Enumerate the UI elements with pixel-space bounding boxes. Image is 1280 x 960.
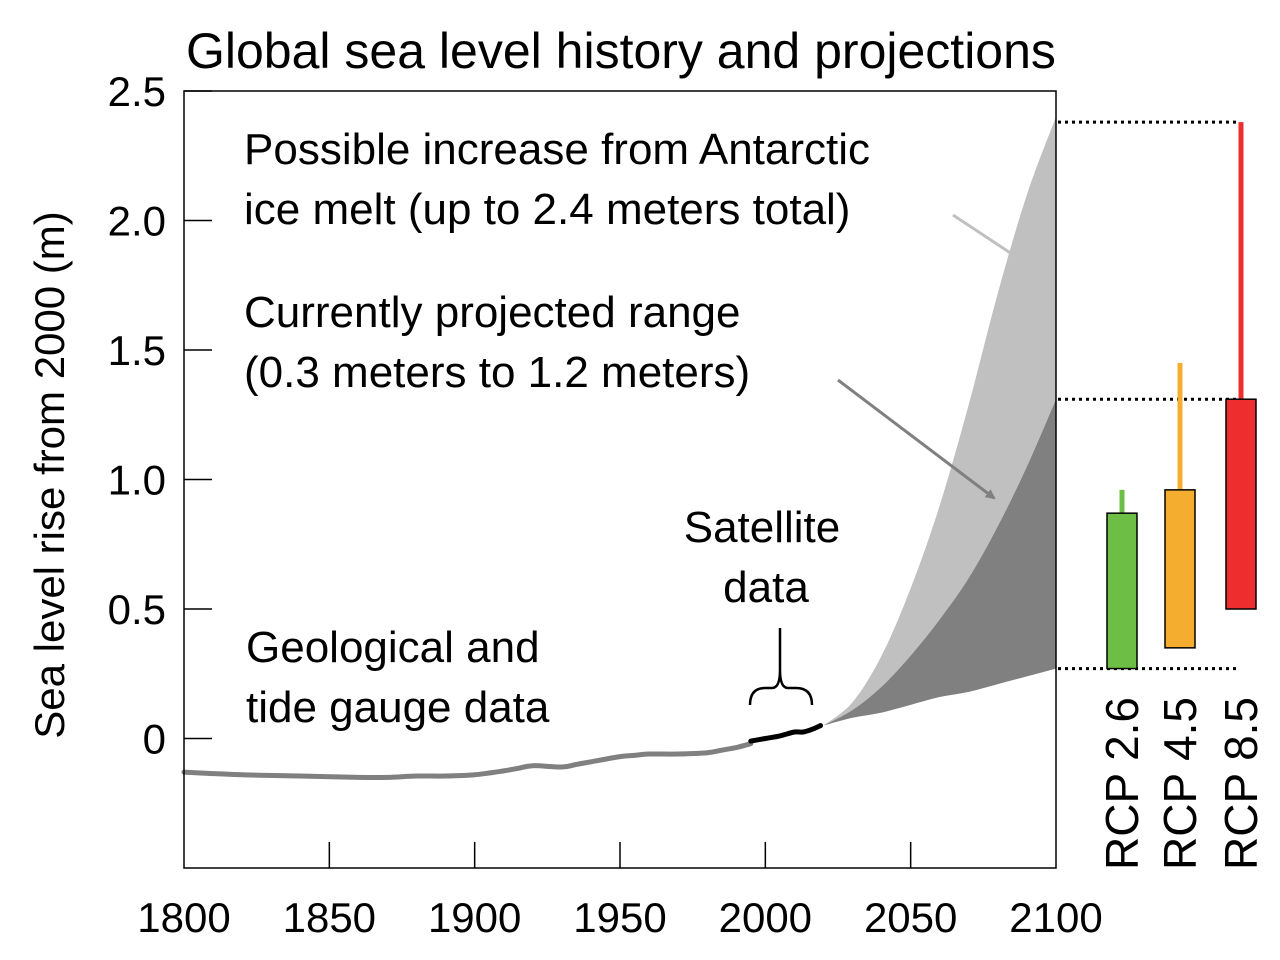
y-tick-label: 1.0 (108, 457, 166, 504)
historical-sea-level-line (181, 741, 754, 781)
geo-label-line1: Geological and (246, 623, 540, 672)
x-tick-label: 1800 (137, 894, 230, 941)
data-lines (181, 723, 824, 781)
x-tick-label: 1900 (428, 894, 521, 941)
y-tick-label: 0.5 (108, 586, 166, 633)
x-tick-label: 2100 (1009, 894, 1102, 941)
rcp-label: RCP 8.5 (1215, 697, 1267, 870)
antarctic-area (823, 116, 1056, 726)
chart-title: Global sea level history and projections (186, 23, 1056, 79)
x-tick-label: 2000 (719, 894, 812, 941)
rcp-label: RCP 4.5 (1154, 697, 1206, 870)
antarctic-label-line1: Possible increase from Antarctic (244, 125, 870, 174)
antarctic-arrow (952, 213, 1020, 260)
y-tick-label: 2.0 (108, 198, 166, 245)
satellite-brace (748, 628, 814, 706)
projection-areas (823, 116, 1056, 726)
antarctic-label-line2: ice melt (up to 2.4 meters total) (244, 185, 850, 234)
x-axis-ticks: 1800 1850 1900 1950 2000 2050 2100 (137, 842, 1103, 941)
range-arrow (837, 378, 996, 500)
satellite-label-line1: Satellite (684, 503, 841, 552)
projected-range-area (823, 399, 1056, 726)
y-tick-label: 0 (143, 716, 166, 763)
range-label-line1: Currently projected range (244, 288, 740, 337)
rcp-box (1225, 398, 1257, 610)
rcp-box (1164, 489, 1196, 649)
rcp-bars: RCP 2.6 RCP 4.5 RCP 8.5 (1096, 122, 1267, 870)
y-axis-ticks: 2.5 2.0 1.5 1.0 0.5 0 (108, 68, 212, 763)
x-tick-label: 2050 (864, 894, 957, 941)
x-tick-label: 1850 (283, 894, 376, 941)
rcp-box (1106, 512, 1138, 670)
satellite-label-line2: data (723, 563, 809, 612)
reference-lines (1058, 120, 1240, 671)
y-tick-label: 2.5 (108, 68, 166, 115)
y-axis-label: Sea level rise from 2000 (m) (26, 211, 73, 739)
x-tick-label: 1950 (573, 894, 666, 941)
y-tick-label: 1.5 (108, 327, 166, 374)
range-label-line2: (0.3 meters to 1.2 meters) (244, 348, 750, 397)
rcp-label: RCP 2.6 (1096, 697, 1148, 870)
geo-label-line2: tide gauge data (246, 683, 550, 732)
satellite-sea-level-line (748, 723, 824, 744)
